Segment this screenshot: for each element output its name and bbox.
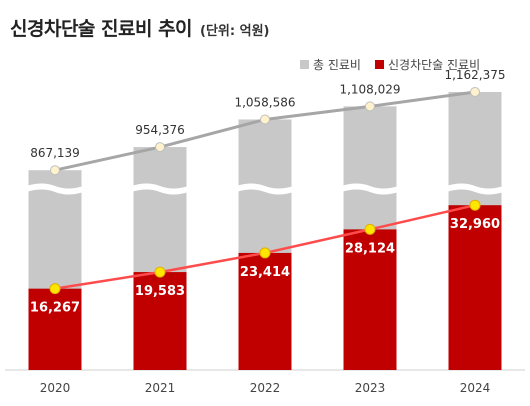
legend-swatch-nerve: [374, 60, 384, 69]
legend-item-nerve: 신경차단술 진료비: [374, 56, 481, 73]
total-data-label: 1,058,586: [234, 95, 295, 109]
x-tick-label: 2020: [40, 381, 71, 395]
title-row: 신경차단술 진료비 추이 (단위: 억원): [10, 14, 269, 41]
axis-break-mark: [26, 183, 84, 195]
nerve-data-label: 32,960: [450, 217, 500, 232]
total-data-label: 954,376: [135, 123, 185, 137]
x-tick-label: 2023: [355, 381, 386, 395]
nerve-data-label: 28,124: [345, 241, 395, 256]
total-point: [260, 114, 270, 125]
chart-subtitle: (단위: 억원): [200, 24, 270, 39]
chart-title: 신경차단술 진료비 추이: [10, 18, 193, 40]
axis-break-mark: [341, 183, 399, 195]
total-data-label: 867,139: [30, 146, 80, 160]
nerve-bar: [448, 205, 502, 370]
axis-break-mark: [236, 183, 294, 195]
total-point: [155, 142, 165, 153]
nerve-point: [259, 247, 271, 259]
total-data-label: 1,162,375: [444, 68, 505, 82]
axis-break-mark: [446, 183, 504, 195]
nerve-data-label: 16,267: [30, 301, 80, 316]
legend-label-nerve: 신경차단술 진료비: [387, 58, 481, 72]
total-data-label: 1,108,029: [339, 82, 400, 96]
total-point: [50, 165, 60, 176]
nerve-bar: [133, 272, 187, 370]
nerve-point: [154, 266, 166, 278]
nerve-data-label: 19,583: [135, 284, 185, 299]
nerve-bar: [343, 229, 397, 370]
nerve-data-label: 23,414: [240, 265, 290, 280]
nerve-point: [364, 223, 376, 235]
legend-label-total: 총 진료비: [313, 58, 361, 72]
nerve-bar: [238, 252, 292, 370]
nerve-point: [49, 283, 61, 295]
axis-break-mark: [131, 183, 189, 195]
total-point: [470, 86, 480, 97]
x-tick-label: 2024: [460, 381, 491, 395]
legend: 총 진료비 신경차단술 진료비: [300, 56, 480, 73]
nerve-point: [469, 199, 481, 211]
legend-swatch-total: [300, 60, 309, 69]
x-tick-label: 2021: [145, 381, 176, 395]
total-point: [365, 101, 375, 112]
nerve-bar: [28, 288, 82, 370]
legend-item-total: 총 진료비: [300, 56, 361, 73]
x-tick-label: 2022: [250, 381, 281, 395]
